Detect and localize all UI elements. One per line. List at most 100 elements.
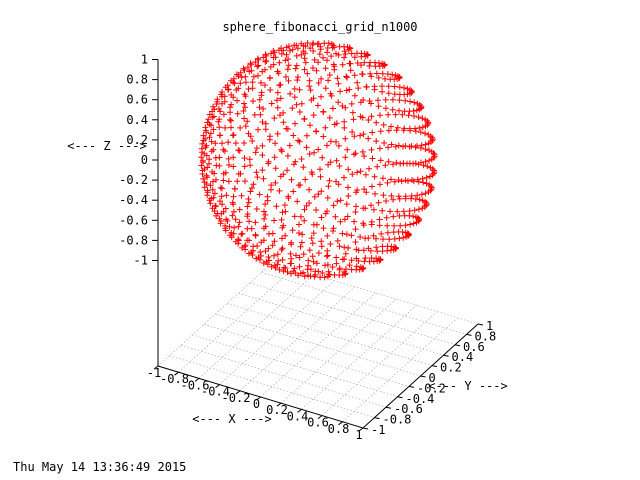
data-point xyxy=(306,151,313,157)
x-tick-mark xyxy=(297,408,302,413)
data-point xyxy=(272,140,279,147)
data-point xyxy=(261,215,268,222)
data-point xyxy=(291,94,298,101)
data-point xyxy=(325,161,332,168)
data-point xyxy=(315,59,322,66)
data-point xyxy=(301,55,308,62)
data-point xyxy=(390,213,397,220)
data-point xyxy=(354,169,361,176)
data-point xyxy=(335,51,342,58)
data-point xyxy=(201,166,208,172)
data-point xyxy=(363,83,370,90)
data-point xyxy=(304,40,311,46)
data-point xyxy=(386,236,393,243)
data-point xyxy=(324,142,330,149)
data-point xyxy=(391,222,398,229)
data-point xyxy=(377,112,383,119)
data-point xyxy=(293,42,300,49)
data-point xyxy=(219,140,225,147)
data-point xyxy=(269,230,276,237)
data-point xyxy=(396,84,403,91)
data-point xyxy=(198,162,205,169)
data-point xyxy=(335,142,342,149)
data-point xyxy=(279,245,286,252)
data-point xyxy=(262,248,269,255)
data-point xyxy=(248,61,255,68)
data-point xyxy=(385,83,392,90)
data-point xyxy=(231,80,238,87)
data-point xyxy=(301,217,308,224)
data-point xyxy=(271,217,278,224)
data-point xyxy=(368,73,375,80)
data-point xyxy=(339,61,346,68)
data-point xyxy=(315,146,322,153)
data-point xyxy=(244,64,251,71)
data-point xyxy=(311,273,318,280)
data-point xyxy=(241,163,248,170)
data-point xyxy=(313,260,320,267)
data-point xyxy=(352,239,359,245)
data-point xyxy=(319,154,326,161)
data-point xyxy=(410,220,417,227)
data-point xyxy=(206,134,213,141)
data-point xyxy=(385,158,392,165)
x-tick-label: -1 xyxy=(147,366,161,380)
data-point xyxy=(234,97,241,104)
data-point xyxy=(335,181,342,188)
data-point xyxy=(368,202,374,209)
data-point xyxy=(335,99,342,106)
data-point xyxy=(287,47,293,54)
data-point xyxy=(209,168,216,175)
data-point xyxy=(211,208,218,215)
data-point xyxy=(400,160,407,167)
data-point xyxy=(392,143,399,150)
data-point xyxy=(274,104,281,111)
data-point xyxy=(368,221,375,228)
data-point xyxy=(343,201,350,208)
data-point xyxy=(296,254,303,261)
x-tick-mark xyxy=(235,390,241,395)
data-point xyxy=(344,213,351,220)
data-point xyxy=(345,46,352,53)
data-point xyxy=(230,154,237,161)
data-point xyxy=(203,152,210,159)
data-point xyxy=(343,231,350,238)
data-point xyxy=(376,222,383,229)
data-point xyxy=(342,154,349,161)
data-point xyxy=(362,205,369,212)
data-point xyxy=(199,157,206,164)
data-point xyxy=(316,51,323,58)
data-point xyxy=(378,230,385,237)
data-point xyxy=(318,238,325,245)
data-point xyxy=(315,250,322,256)
data-point xyxy=(218,193,225,200)
data-point xyxy=(430,170,437,177)
data-point xyxy=(391,91,398,98)
data-point xyxy=(344,146,351,153)
data-point xyxy=(212,154,219,161)
data-point xyxy=(244,225,251,232)
data-point xyxy=(377,257,384,263)
data-point xyxy=(306,247,313,254)
data-point xyxy=(265,254,272,260)
data-point xyxy=(227,116,233,123)
data-point xyxy=(372,63,379,70)
data-point xyxy=(385,111,392,118)
data-point xyxy=(331,66,338,73)
data-point xyxy=(324,194,331,201)
y-tick-label: 0.6 xyxy=(463,340,485,354)
data-point xyxy=(204,119,211,126)
data-point xyxy=(303,202,310,209)
data-point xyxy=(288,260,295,267)
data-point xyxy=(359,71,366,77)
data-point xyxy=(366,63,373,69)
x-tick-mark xyxy=(338,421,343,426)
data-point xyxy=(412,196,419,202)
data-point xyxy=(210,126,217,133)
data-point xyxy=(263,57,270,64)
data-point xyxy=(306,186,313,193)
grid-line-y xyxy=(249,282,456,346)
data-point xyxy=(339,230,346,237)
data-point xyxy=(322,210,329,217)
data-point xyxy=(379,70,386,77)
